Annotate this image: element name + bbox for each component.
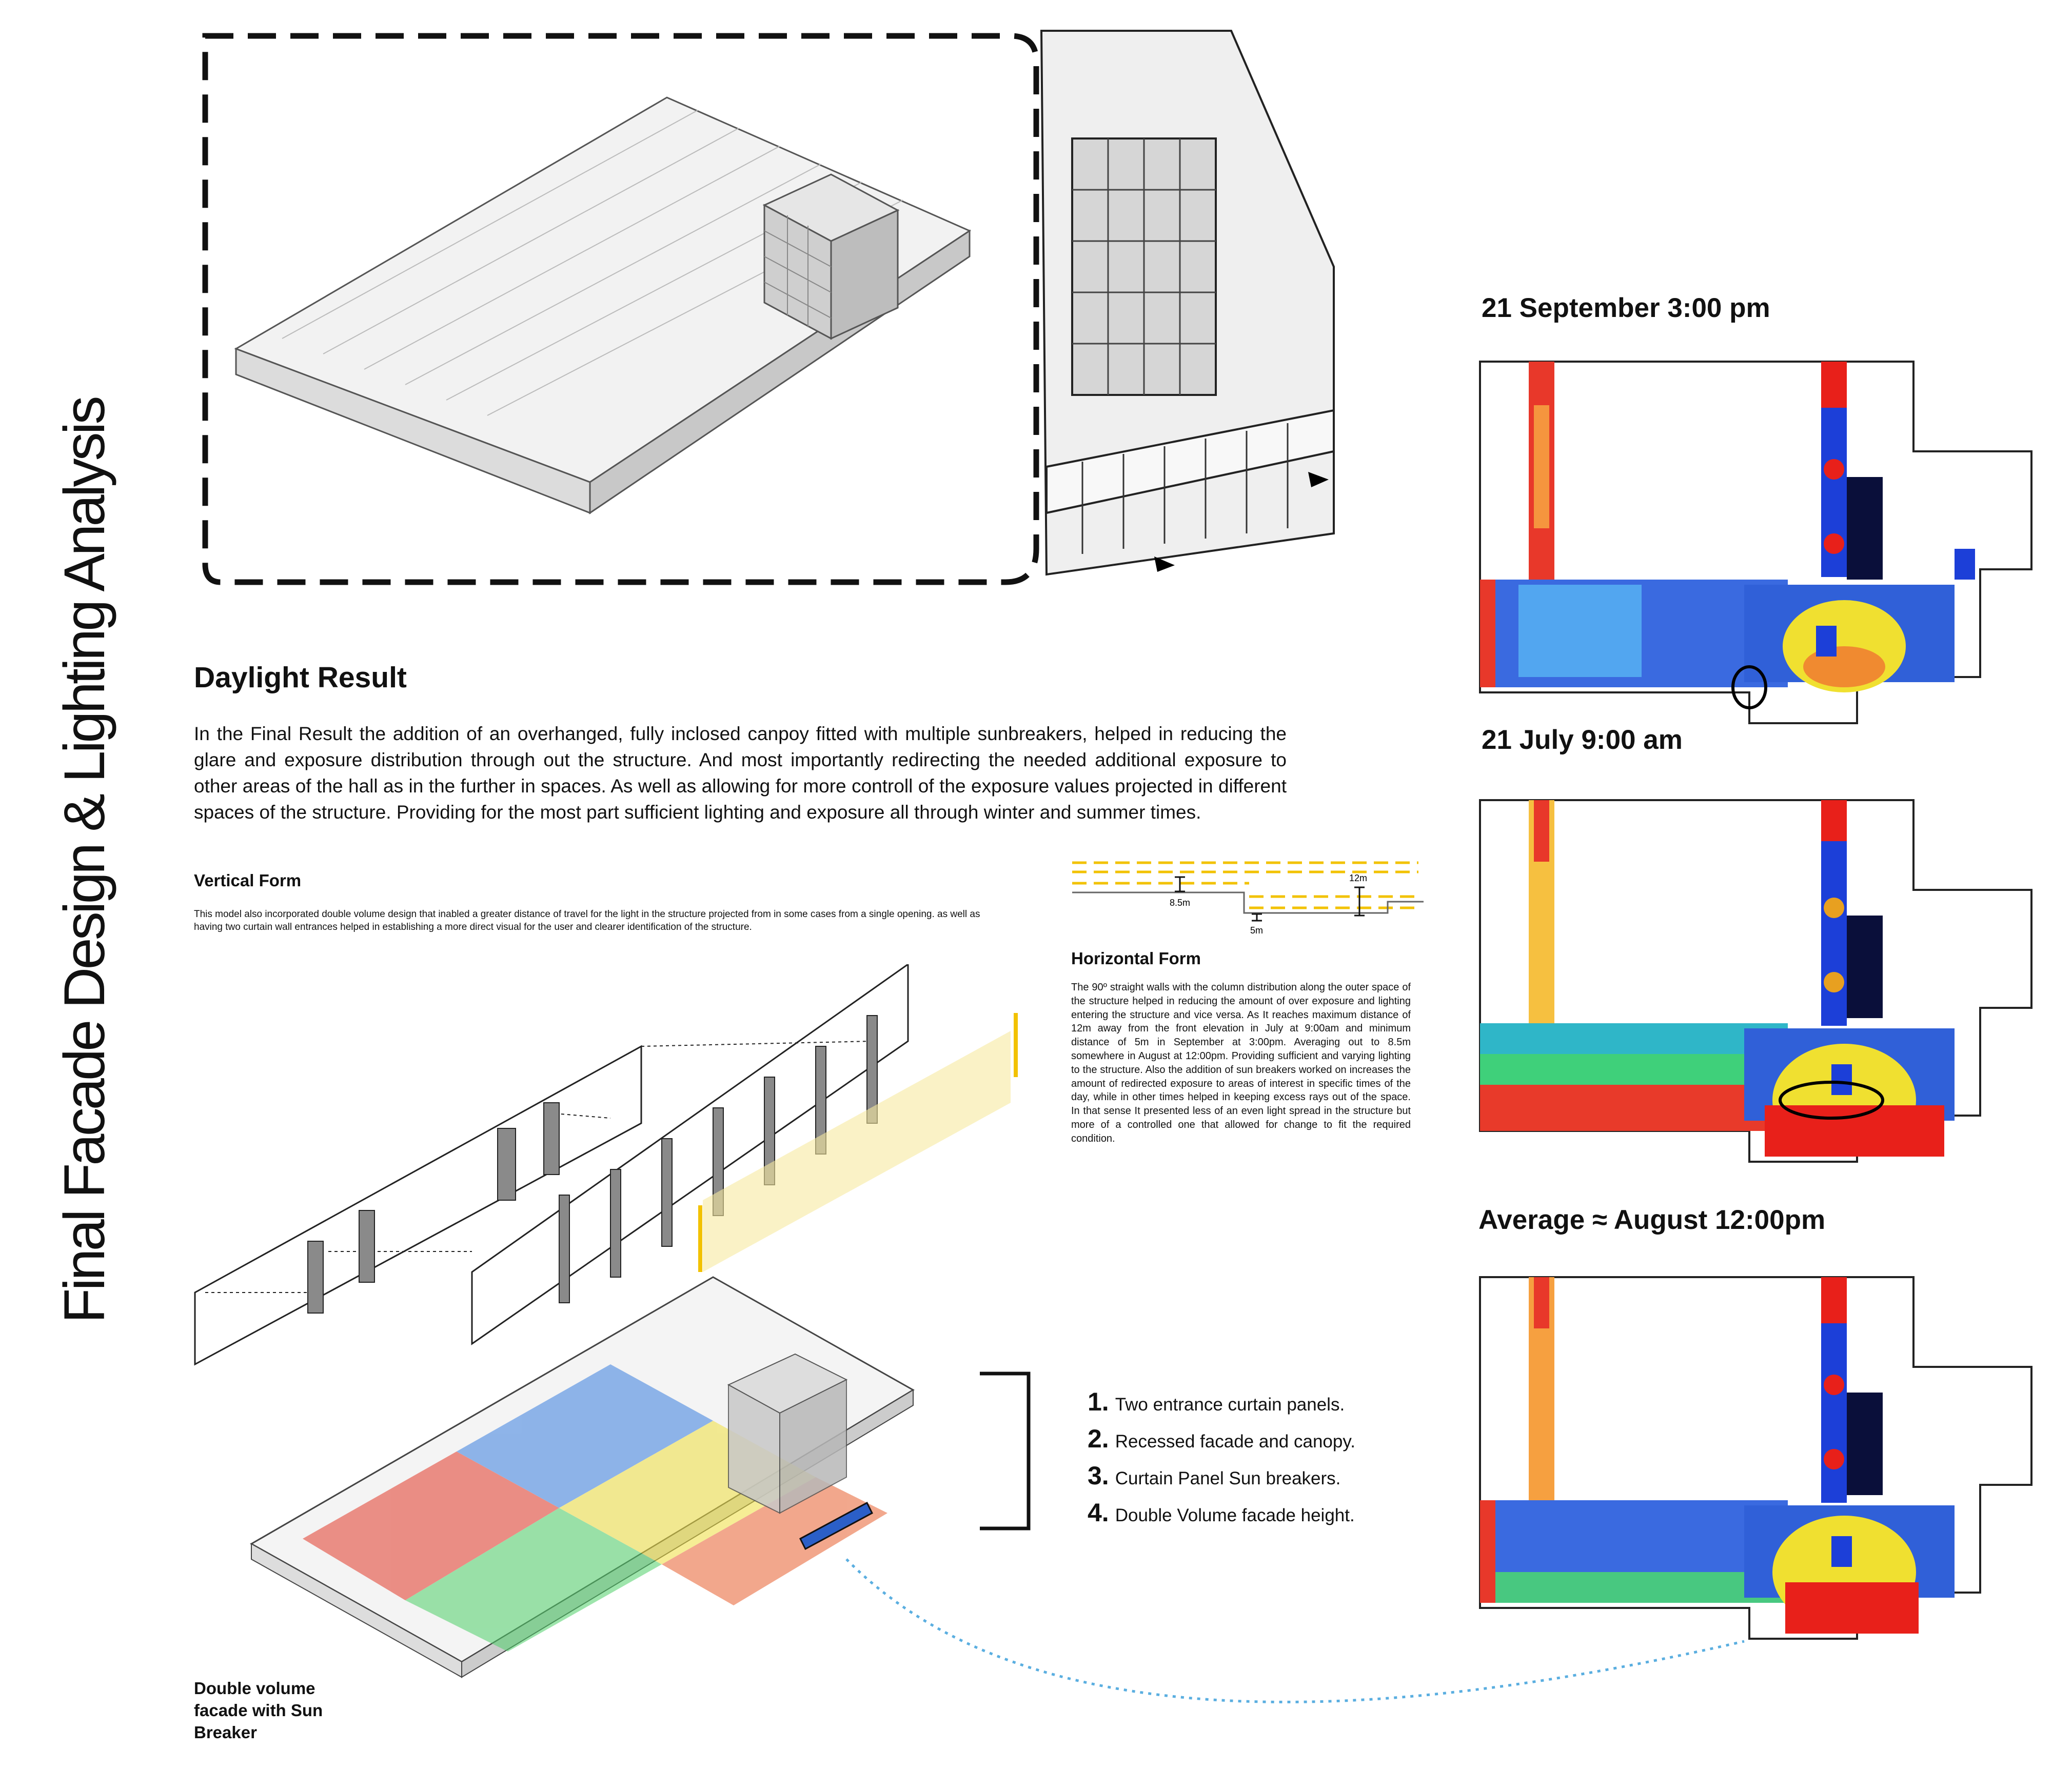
dim-8-5m: 8.5m (1170, 898, 1190, 908)
exploded-facade-diagram (194, 964, 1018, 1366)
map-2-title: 21 July 9:00 am (1482, 725, 1683, 755)
feature-list-bracket (980, 1371, 1031, 1530)
list-item: 3. Curtain Panel Sun breakers. (1088, 1461, 1341, 1490)
list-item: 4. Double Volume facade height. (1088, 1498, 1355, 1527)
list-item: 1. Two entrance curtain panels. (1088, 1387, 1345, 1416)
heatmap-plan-average (1479, 1276, 2032, 1640)
list-item: 2. Recessed facade and canopy. (1088, 1424, 1355, 1453)
dim-12m: 12m (1349, 873, 1367, 883)
heatmap-plan-september (1479, 361, 2032, 724)
vertical-page-title: Final Facade Design & Lighting Analysis (52, 398, 116, 1323)
daylight-heading: Daylight Result (194, 661, 407, 694)
feature-list: 1. Two entrance curtain panels. 2. Recesse… (1088, 1385, 1355, 1533)
map-3-title: Average ≈ August 12:00pm (1478, 1205, 1826, 1235)
heatmap-plan-july (1479, 799, 2032, 1163)
map-1-title: 21 September 3:00 pm (1482, 293, 1770, 323)
heatmap-isometric-model (249, 1276, 915, 1678)
horizontal-form-diagram: 8.5m 12m 5m (1072, 861, 1424, 936)
vertical-form-heading: Vertical Form (194, 871, 302, 890)
model-caption: Double volume facade with Sun Breaker (194, 1679, 323, 1742)
horizontal-form-body: The 90º straight walls with the column d… (1071, 982, 1411, 1144)
top-isometric-drawing (202, 30, 1335, 585)
horizontal-form-heading: Horizontal Form (1071, 949, 1201, 968)
dim-5m: 5m (1250, 925, 1263, 936)
daylight-body: In the Final Result the addition of an o… (194, 723, 1287, 823)
vertical-form-body: This model also incorporated double volu… (194, 909, 980, 932)
